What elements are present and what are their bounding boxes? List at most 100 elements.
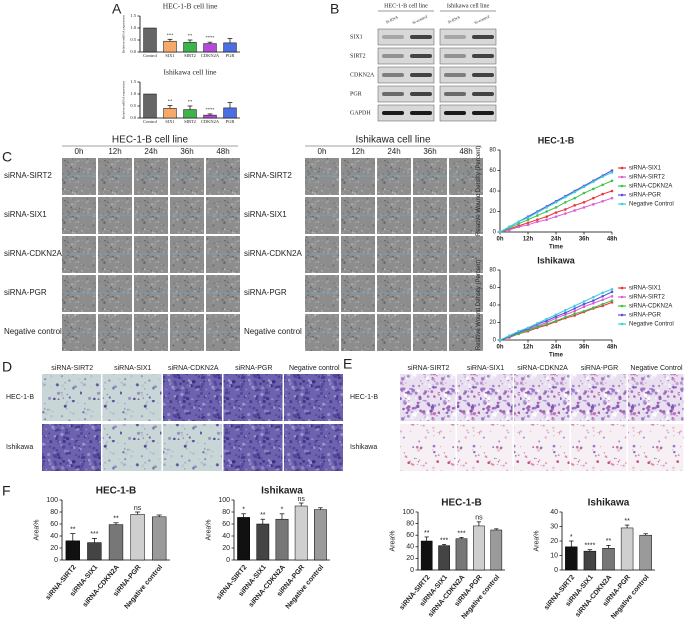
series-point [554, 200, 558, 204]
panel-label: D [2, 359, 12, 375]
blot-band [382, 54, 404, 58]
x-tick-label: 48h [607, 237, 618, 243]
bar [438, 545, 450, 571]
y-axis-label: Relative Wound Density (Percent) [476, 146, 482, 236]
blot-box [377, 104, 435, 122]
x-tick-label: PGR [226, 119, 235, 124]
bar [565, 546, 578, 571]
y-tick-label: 20 [222, 545, 230, 552]
bar [602, 548, 615, 571]
series-point [554, 215, 558, 218]
y-axis-label: Area% [34, 519, 41, 540]
x-tick-label: SIRT2 [184, 119, 196, 124]
column-label: siRNA-SIX1 [467, 365, 504, 372]
bar [237, 517, 250, 561]
panel-label: B [330, 1, 339, 17]
y-axis-label: Relative mRNA expression [122, 15, 126, 54]
series-point [517, 220, 520, 224]
legend-marker [620, 175, 624, 179]
x-tick-label: Negative control [285, 564, 326, 611]
time-label: 0h [318, 147, 327, 156]
x-axis-label: Time [549, 245, 564, 251]
series-point [592, 299, 595, 302]
x-tick-label: 0h [496, 237, 503, 243]
series-point [573, 307, 576, 310]
blot-lane-label: Si-control [473, 13, 490, 25]
series-point [592, 295, 595, 299]
blot-header: HEC-1-B cell line [384, 3, 428, 9]
significance: *** [440, 537, 448, 544]
y-tick-label: 20 [50, 545, 58, 552]
series-point [545, 322, 548, 326]
invasion-image [102, 424, 162, 471]
invasion-image [514, 424, 570, 471]
series-point [582, 300, 586, 303]
blot-protein-label: CDKN2A [350, 72, 375, 78]
time-label: 24h [387, 147, 400, 156]
invasion-image [571, 424, 627, 471]
time-label: 0h [75, 147, 84, 156]
time-label: 12h [351, 147, 364, 156]
series-point [536, 325, 539, 329]
legend-label: Negative Control [629, 322, 674, 328]
invasion-image [628, 374, 684, 421]
legend-marker [620, 304, 624, 308]
bar [163, 40, 177, 53]
y-tick-label: 40 [222, 533, 230, 540]
row-label: siRNA-CDKN2A [4, 249, 62, 258]
column-label: siRNA-SIRT2 [51, 365, 93, 372]
series-point [526, 216, 530, 219]
y-axis-label: Relative Wound Density (Percent) [476, 260, 482, 350]
series-point [610, 299, 614, 302]
significance: ** [624, 518, 630, 525]
column-label: siRNA-CDKN2A [517, 365, 568, 372]
series-point [582, 191, 586, 195]
y-tick-label: 80 [406, 520, 414, 527]
x-axis-label: Time [549, 353, 564, 359]
x-tick-label: 24h [551, 345, 562, 351]
series-point [601, 183, 604, 187]
time-label: 12h [108, 147, 121, 156]
row-label: siRNA-SIRT2 [244, 171, 292, 180]
series-point [610, 189, 614, 193]
y-axis-label: Relative mRNA expression [122, 81, 126, 120]
series-point [582, 305, 586, 309]
row-label: HEC-1-B [6, 394, 34, 401]
series-point [498, 338, 502, 342]
invasion-image [42, 374, 101, 421]
significance: *** [167, 32, 175, 37]
panel-label: A [112, 1, 122, 17]
x-tick-label: SIRT2 [184, 53, 196, 58]
legend-marker [620, 202, 624, 206]
blot-lane-label: Si-RNA [385, 14, 399, 24]
y-axis-label: Area% [534, 530, 541, 551]
blot-lane-label: Si-RNA [447, 14, 461, 24]
significance: ** [606, 538, 612, 545]
row-label: Ishikawa [350, 444, 377, 451]
grid-title: Ishikawa cell line [355, 135, 430, 146]
invasion-image [628, 424, 684, 471]
y-tick-label: 40 [550, 509, 558, 516]
legend-label: siRNA-SIRT2 [629, 295, 666, 301]
legend-label: siRNA-SIX1 [629, 286, 662, 292]
legend-label: siRNA-SIRT2 [629, 175, 666, 181]
bar [256, 523, 270, 561]
significance: ** [260, 512, 266, 519]
series-point [610, 179, 614, 183]
series-point [498, 230, 502, 234]
y-tick-label: 0.0 [130, 49, 136, 54]
series-point [573, 190, 576, 194]
chart-title: HEC-1-B cell line [163, 2, 218, 11]
y-tick-label: 20 [489, 320, 496, 326]
x-tick-label: 12h [523, 345, 534, 351]
significance: ** [424, 530, 430, 537]
y-tick-label: 100 [218, 497, 230, 504]
chart-title: HEC-1-B [538, 135, 575, 145]
invasion-image [284, 424, 343, 471]
time-label: 36h [423, 147, 436, 156]
series-point [610, 171, 614, 174]
legend-marker [620, 322, 624, 326]
column-label: Negative control [289, 365, 340, 372]
series-point [526, 223, 530, 227]
